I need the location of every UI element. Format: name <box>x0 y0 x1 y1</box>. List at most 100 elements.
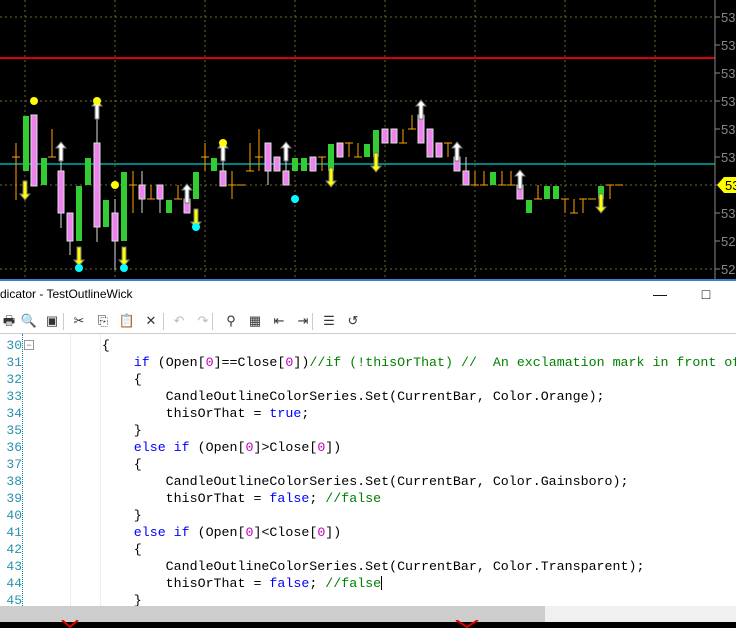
bullish-candle <box>193 172 199 199</box>
current-price-marker <box>717 177 736 193</box>
code-token: { <box>38 457 142 472</box>
code-line[interactable]: 36 else if (Open[0]>Close[0]) <box>0 439 736 456</box>
bullish-candle <box>103 200 109 227</box>
code-text: CandleOutlineColorSeries.Set(CurrentBar,… <box>38 558 645 575</box>
code-line[interactable]: 43 CandleOutlineColorSeries.Set(CurrentB… <box>0 558 736 575</box>
redo-icon[interactable]: ↷ <box>197 313 209 328</box>
uncomment-icon[interactable]: ↺ <box>347 313 359 328</box>
code-line[interactable]: 42 { <box>0 541 736 558</box>
sell-arrow-icon <box>450 141 464 162</box>
bearish-candle <box>462 170 470 186</box>
comment: //if (!thisOrThat) // An exclamation mar… <box>309 355 736 370</box>
cyan-dot-marker <box>75 264 83 272</box>
code-text: { <box>38 541 142 558</box>
buy-arrow-icon <box>324 167 338 188</box>
code-line[interactable]: 45 } <box>0 592 736 606</box>
axis-tick-label: 53 <box>721 206 735 221</box>
code-text: { <box>38 371 142 388</box>
code-token: ; <box>301 406 310 421</box>
comment-icon[interactable]: ☰ <box>323 313 335 328</box>
code-line[interactable]: 39 thisOrThat = false; //false <box>0 490 736 507</box>
keyword: else if <box>133 525 190 540</box>
axis-tick-label: 53 <box>721 38 735 53</box>
bearish-candle <box>30 114 38 187</box>
code-token: } <box>38 423 142 438</box>
code-token: thisOrThat = <box>38 576 270 591</box>
keyword: false <box>269 491 310 506</box>
code-text: if (Open[0]==Close[0])//if (!thisOrThat)… <box>38 354 736 371</box>
code-editor[interactable]: 30− {31 if (Open[0]==Close[0])//if (!thi… <box>0 333 736 606</box>
code-line[interactable]: 44 thisOrThat = false; //false <box>0 575 736 592</box>
code-editor-window: dicator - TestOutlineWick — □ 🖶 🔍 ▣ ✂ ⎘ 📋 ✕ ↶ ↷ ⚲… <box>0 279 736 622</box>
line-number: 34 <box>6 406 22 421</box>
axis-tick-label: 53 <box>721 94 735 109</box>
code-token: ]) <box>325 440 342 455</box>
minimize-icon[interactable]: — <box>653 286 667 302</box>
fold-collapse-icon[interactable]: − <box>24 340 34 350</box>
maximize-icon[interactable]: □ <box>701 286 711 302</box>
code-token: } <box>38 593 142 606</box>
yellow-dot-marker <box>93 97 101 105</box>
code-line[interactable]: 38 CandleOutlineColorSeries.Set(CurrentB… <box>0 473 736 490</box>
code-line[interactable]: 32 { <box>0 371 736 388</box>
delete-icon[interactable]: ✕ <box>145 313 157 328</box>
bearish-candle <box>264 142 272 172</box>
code-token: ; <box>309 576 326 591</box>
sell-marker <box>61 620 79 628</box>
bullish-candle <box>121 172 127 241</box>
properties-icon[interactable]: ▣ <box>45 313 59 328</box>
bullish-candle <box>490 172 496 185</box>
line-number: 30 <box>6 338 22 353</box>
bullish-candle <box>85 158 91 185</box>
code-line[interactable]: 30− { <box>0 337 736 354</box>
code-line[interactable]: 41 else if (Open[0]<Close[0]) <box>0 524 736 541</box>
code-line[interactable]: 40 } <box>0 507 736 524</box>
replace-icon[interactable]: ▦ <box>248 313 262 328</box>
code-text: } <box>38 422 142 439</box>
text-cursor <box>381 576 383 591</box>
print-icon[interactable]: 🖶 <box>2 313 16 328</box>
code-line[interactable]: 31 if (Open[0]==Close[0])//if (!thisOrTh… <box>0 354 736 371</box>
horizontal-scrollbar[interactable] <box>0 606 736 622</box>
code-line[interactable]: 35 } <box>0 422 736 439</box>
cut-icon[interactable]: ✂ <box>73 313 85 328</box>
sell-arrow-icon <box>279 141 293 162</box>
buy-arrow-icon <box>117 246 131 267</box>
price-chart[interactable]: 53 53 53 53 53 53 53 52 52 53 <box>0 0 736 279</box>
print-preview-icon[interactable]: 🔍 <box>20 313 38 328</box>
code-text: else if (Open[0]<Close[0]) <box>38 524 342 541</box>
toolbar-separator <box>212 313 213 330</box>
cyan-dot-marker <box>120 264 128 272</box>
copy-icon[interactable]: ⎘ <box>97 313 109 328</box>
bullish-candle <box>364 144 370 157</box>
bullish-candle <box>598 186 604 199</box>
code-token: ]) <box>293 355 310 370</box>
bearish-candle <box>273 156 281 172</box>
code-text: else if (Open[0]>Close[0]) <box>38 439 342 456</box>
toolbar-separator <box>63 313 64 330</box>
code-token <box>38 525 134 540</box>
scrollbar-thumb[interactable] <box>0 606 545 622</box>
code-token: ]) <box>325 525 342 540</box>
code-token: (Open[ <box>189 525 246 540</box>
number-literal: 0 <box>317 440 326 455</box>
bearish-candle <box>138 184 146 200</box>
keyword: if <box>133 355 150 370</box>
code-line[interactable]: 34 thisOrThat = true; <box>0 405 736 422</box>
title-bar: dicator - TestOutlineWick — □ <box>0 281 736 308</box>
line-number: 36 <box>6 440 22 455</box>
code-line[interactable]: 37 { <box>0 456 736 473</box>
code-token: (Open[ <box>149 355 206 370</box>
code-token: ]>Close[ <box>253 440 318 455</box>
bearish-candle <box>381 128 389 144</box>
bullish-candle <box>544 186 550 199</box>
indent-icon[interactable]: ⇥ <box>297 313 309 328</box>
code-line[interactable]: 33 CandleOutlineColorSeries.Set(CurrentB… <box>0 388 736 405</box>
find-icon[interactable]: ⚲ <box>226 313 236 328</box>
code-text: } <box>38 592 142 606</box>
code-text: } <box>38 507 142 524</box>
undo-icon[interactable]: ↶ <box>173 313 185 328</box>
outdent-icon[interactable]: ⇤ <box>273 313 285 328</box>
paste-icon[interactable]: 📋 <box>118 313 136 328</box>
lower-chart-strip <box>61 620 479 628</box>
